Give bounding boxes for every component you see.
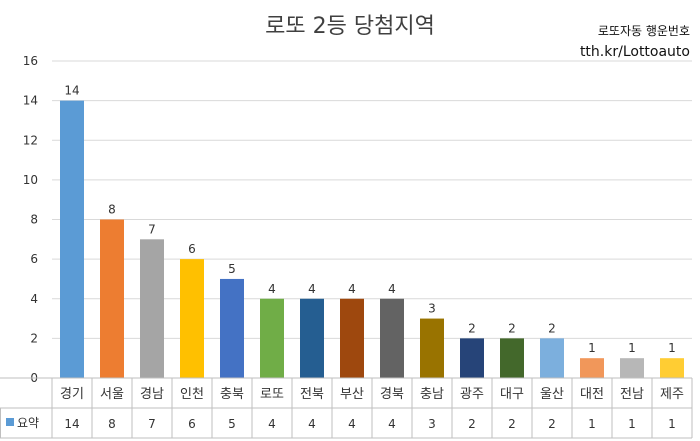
x-category-label: 충북 xyxy=(220,387,244,402)
bar xyxy=(220,278,244,378)
table-value: 6 xyxy=(188,417,196,431)
x-category-label: 로또 xyxy=(260,387,284,402)
data-label: 3 xyxy=(428,302,436,316)
legend-swatch xyxy=(6,418,14,426)
data-label: 7 xyxy=(148,222,156,236)
data-label: 4 xyxy=(268,282,276,296)
x-category-label: 부산 xyxy=(340,387,364,402)
x-category-label: 전남 xyxy=(620,387,644,402)
data-label: 2 xyxy=(508,321,516,335)
chart-title: 로또 2등 당첨지역 xyxy=(265,14,435,39)
bar xyxy=(60,100,84,378)
x-category-label: 광주 xyxy=(460,387,484,402)
data-label: 14 xyxy=(64,84,79,98)
y-tick-label: 14 xyxy=(23,94,38,108)
bar xyxy=(540,338,564,378)
data-label: 2 xyxy=(548,321,556,335)
table-value: 2 xyxy=(548,417,556,431)
data-label: 8 xyxy=(108,203,116,217)
x-category-label: 경기 xyxy=(60,387,84,402)
y-tick-label: 16 xyxy=(23,54,38,68)
y-tick-label: 12 xyxy=(23,133,38,147)
y-tick-label: 8 xyxy=(30,213,38,227)
data-label: 4 xyxy=(348,282,356,296)
table-value: 4 xyxy=(348,417,356,431)
table-value: 14 xyxy=(64,417,79,431)
table-value: 4 xyxy=(308,417,316,431)
legend-series-name: 요약 xyxy=(17,415,39,430)
data-label: 1 xyxy=(588,341,596,355)
data-label: 5 xyxy=(228,262,236,276)
watermark-line-2: tth.kr/Lottoauto xyxy=(579,44,690,60)
bar xyxy=(620,358,644,378)
table-value: 7 xyxy=(148,417,156,431)
table-value: 3 xyxy=(428,417,436,431)
bar xyxy=(500,338,524,378)
x-category-label: 경북 xyxy=(380,387,404,402)
bar xyxy=(580,358,604,378)
bar xyxy=(340,298,364,378)
watermark-line-1: 로또자동 행운번호 xyxy=(597,24,690,38)
x-category-label: 인천 xyxy=(180,387,204,402)
bar xyxy=(300,298,324,378)
x-category-label: 충남 xyxy=(420,387,444,402)
bar xyxy=(660,358,684,378)
data-label: 4 xyxy=(308,282,316,296)
bar xyxy=(260,298,284,378)
x-category-label: 제주 xyxy=(660,387,684,402)
table-value: 4 xyxy=(388,417,396,431)
table-value: 1 xyxy=(588,417,596,431)
x-category-label: 서울 xyxy=(100,387,124,402)
x-category-label: 대전 xyxy=(580,387,604,402)
table-value: 5 xyxy=(228,417,236,431)
data-label: 2 xyxy=(468,321,476,335)
bar xyxy=(100,219,124,378)
bar xyxy=(140,239,164,378)
y-tick-label: 4 xyxy=(30,292,38,306)
data-label: 6 xyxy=(188,242,196,256)
data-label: 1 xyxy=(628,341,636,355)
x-category-label: 울산 xyxy=(540,387,564,402)
table-value: 1 xyxy=(668,417,676,431)
table-value: 4 xyxy=(268,417,276,431)
data-label: 4 xyxy=(388,282,396,296)
bar xyxy=(380,298,404,378)
table-value: 8 xyxy=(108,417,116,431)
table-value: 2 xyxy=(468,417,476,431)
x-category-label: 대구 xyxy=(500,387,524,402)
data-label: 1 xyxy=(668,341,676,355)
x-category-label: 경남 xyxy=(140,387,164,402)
table-value: 1 xyxy=(628,417,636,431)
bar xyxy=(460,338,484,378)
table-value: 2 xyxy=(508,417,516,431)
y-tick-label: 2 xyxy=(30,331,38,345)
y-tick-label: 10 xyxy=(23,173,38,187)
x-category-label: 전북 xyxy=(300,387,324,402)
bar xyxy=(420,318,444,378)
y-tick-label: 6 xyxy=(30,252,38,266)
bar xyxy=(180,259,204,378)
